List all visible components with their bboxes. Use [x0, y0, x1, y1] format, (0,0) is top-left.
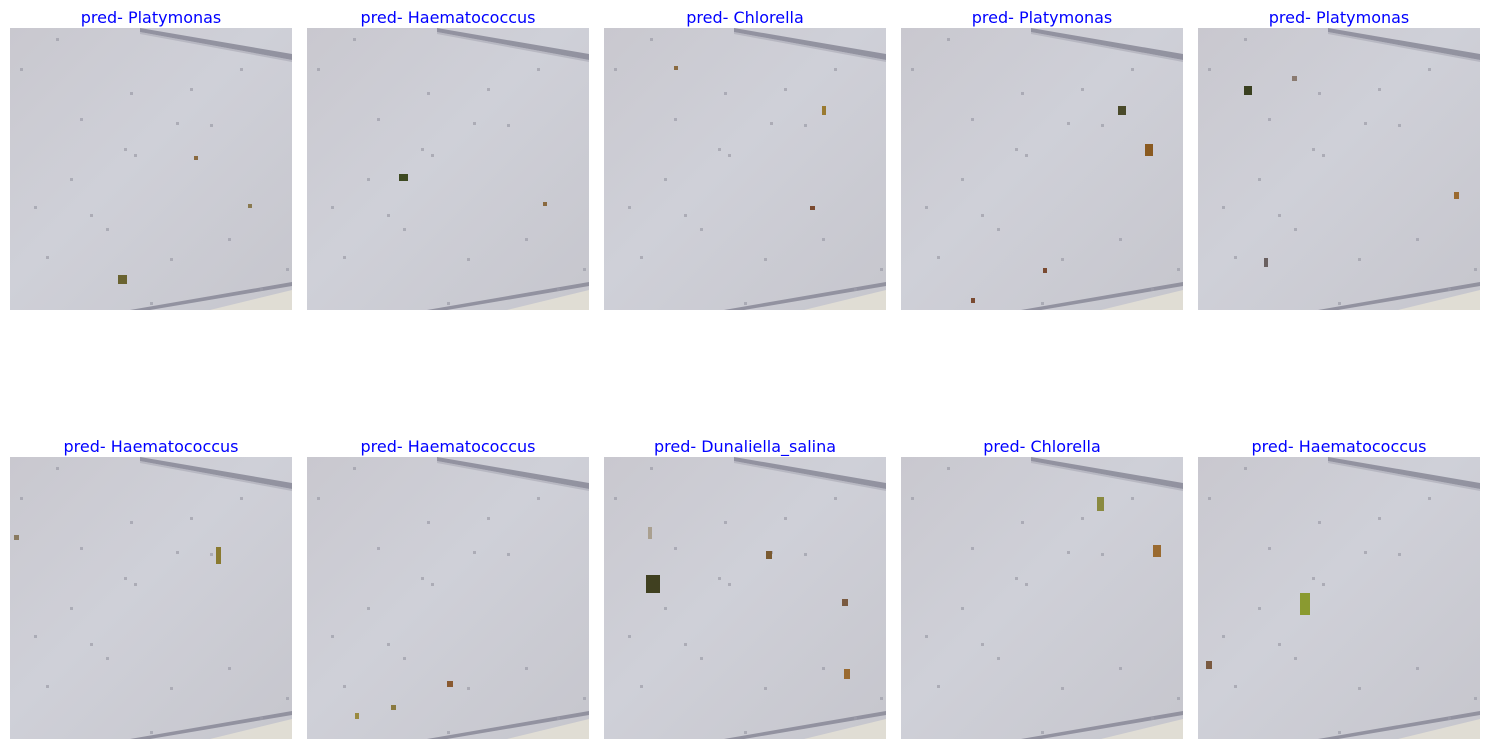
microscope-image	[307, 457, 589, 739]
microscope-image	[604, 28, 886, 310]
prediction-label: pred- Platymonas	[971, 8, 1113, 27]
prediction-label: pred- Dunaliella_salina	[653, 437, 837, 456]
prediction-label: pred- Chlorella	[983, 437, 1101, 456]
microscope-image	[604, 457, 886, 739]
microscope-image	[1198, 28, 1480, 310]
prediction-label: pred- Haematococcus	[63, 437, 239, 456]
prediction-label: pred- Haematococcus	[360, 8, 536, 27]
prediction-label: pred- Platymonas	[1268, 8, 1410, 27]
prediction-label: pred- Chlorella	[686, 8, 804, 27]
microscope-image	[10, 457, 292, 739]
prediction-label: pred- Platymonas	[80, 8, 222, 27]
microscope-image	[901, 457, 1183, 739]
microscope-image	[10, 28, 292, 310]
microscope-image	[307, 28, 589, 310]
prediction-label: pred- Haematococcus	[360, 437, 536, 456]
prediction-label: pred- Haematococcus	[1251, 437, 1427, 456]
microscope-image	[901, 28, 1183, 310]
microscope-image	[1198, 457, 1480, 739]
